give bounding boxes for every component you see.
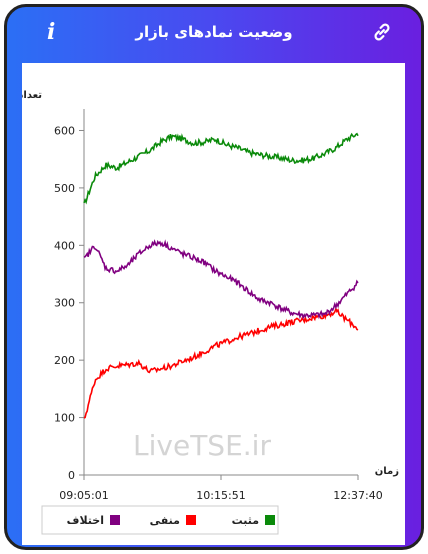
series-line-2 [83,239,359,320]
link-icon[interactable] [371,21,393,43]
legend-swatch[interactable] [265,515,275,525]
header: i وضعیت نمادهای بازار [7,7,421,61]
chart-panel: تعداد نماد زمان LiveTSE.ir 0 100 200 300 400… [7,63,405,545]
series-line-0 [83,132,359,205]
series-lines [83,132,359,419]
series-line-1 [83,306,359,419]
y-tick-label: 600 [54,124,75,137]
y-tick-label: 200 [54,354,75,367]
y-tick-label: 100 [54,412,75,425]
x-axis-label: زمان [375,466,399,477]
legend-swatch[interactable] [110,515,120,525]
info-icon[interactable]: i [47,19,56,45]
x-tick-label: 10:15:51 [196,489,245,502]
x-tick-label: 12:37:40 [333,489,382,502]
x-tick-label: 09:05:01 [59,489,108,502]
axes: 0 100 200 300 400 500 600 09:05:01 10:15:51 12:37… [54,109,383,502]
legend-box [41,505,279,535]
watermark: LiveTSE.ir [133,429,271,462]
legend: مثبت منفی اختلاف [41,505,279,535]
legend-label[interactable]: منفی [150,514,180,527]
legend-swatch[interactable] [186,515,196,525]
y-tick-label: 300 [54,297,75,310]
y-tick-label: 500 [54,182,75,195]
y-tick-label: 400 [54,239,75,252]
legend-label[interactable]: اختلاف [67,514,104,527]
page-title: وضعیت نمادهای بازار [135,23,293,41]
legend-label[interactable]: مثبت [232,514,259,527]
line-chart: تعداد نماد زمان LiveTSE.ir 0 100 200 300 400… [7,90,399,535]
y-axis-label: تعداد نماد [22,90,42,101]
y-tick-label: 0 [68,469,75,482]
market-status-card: i وضعیت نمادهای بازار تعداد نماد زمان Li… [4,4,424,550]
